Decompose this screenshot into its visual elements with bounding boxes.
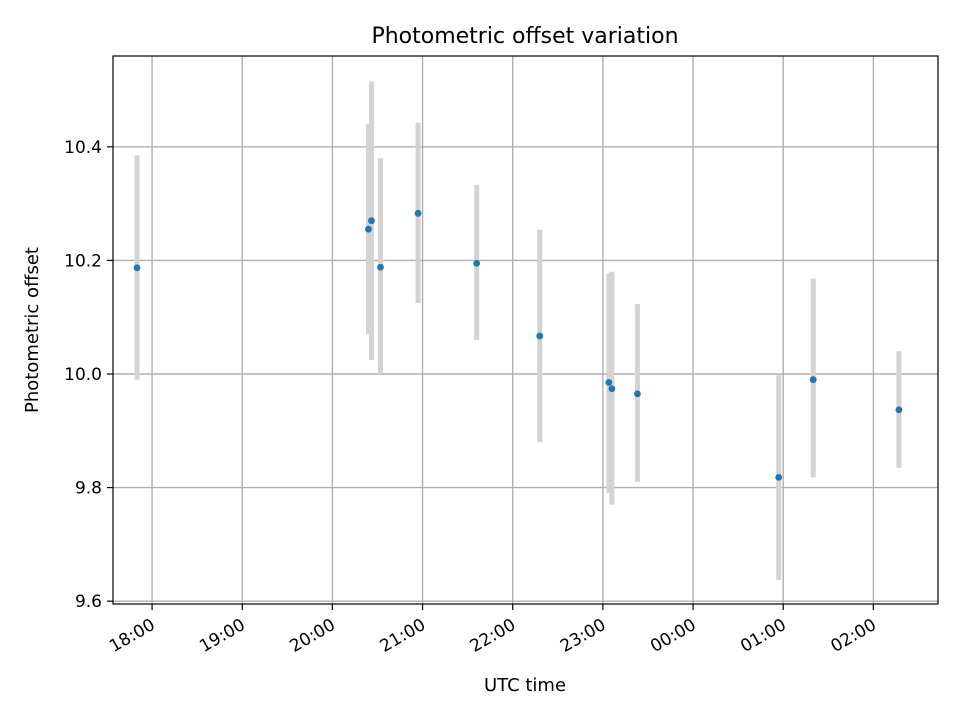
y-tick-label: 10.4 [64,138,102,158]
y-tick-label: 9.6 [75,592,102,612]
y-tick-label: 10.0 [64,365,102,385]
y-tick-label: 9.8 [75,479,102,499]
data-point [608,385,616,393]
data-point [775,473,783,481]
data-point [368,217,375,225]
data-point [133,264,141,272]
data-points [133,209,903,481]
data-point [473,259,481,267]
grid [113,56,938,604]
chart-title: Photometric offset variation [371,24,678,49]
data-point [605,379,613,386]
y-axis-ticks: 9.6 9.8 10.0 10.2 10.4 [64,138,113,612]
data-point [809,376,817,384]
data-point [365,225,372,233]
data-point [414,209,422,217]
y-tick-label: 10.2 [64,251,102,271]
x-axis-label: UTC time [484,675,566,696]
data-point [895,406,903,414]
data-point [377,263,384,271]
data-point [634,390,641,398]
y-axis-label: Photometric offset [22,247,43,413]
plot-frame [112,55,939,605]
data-point [536,332,544,340]
